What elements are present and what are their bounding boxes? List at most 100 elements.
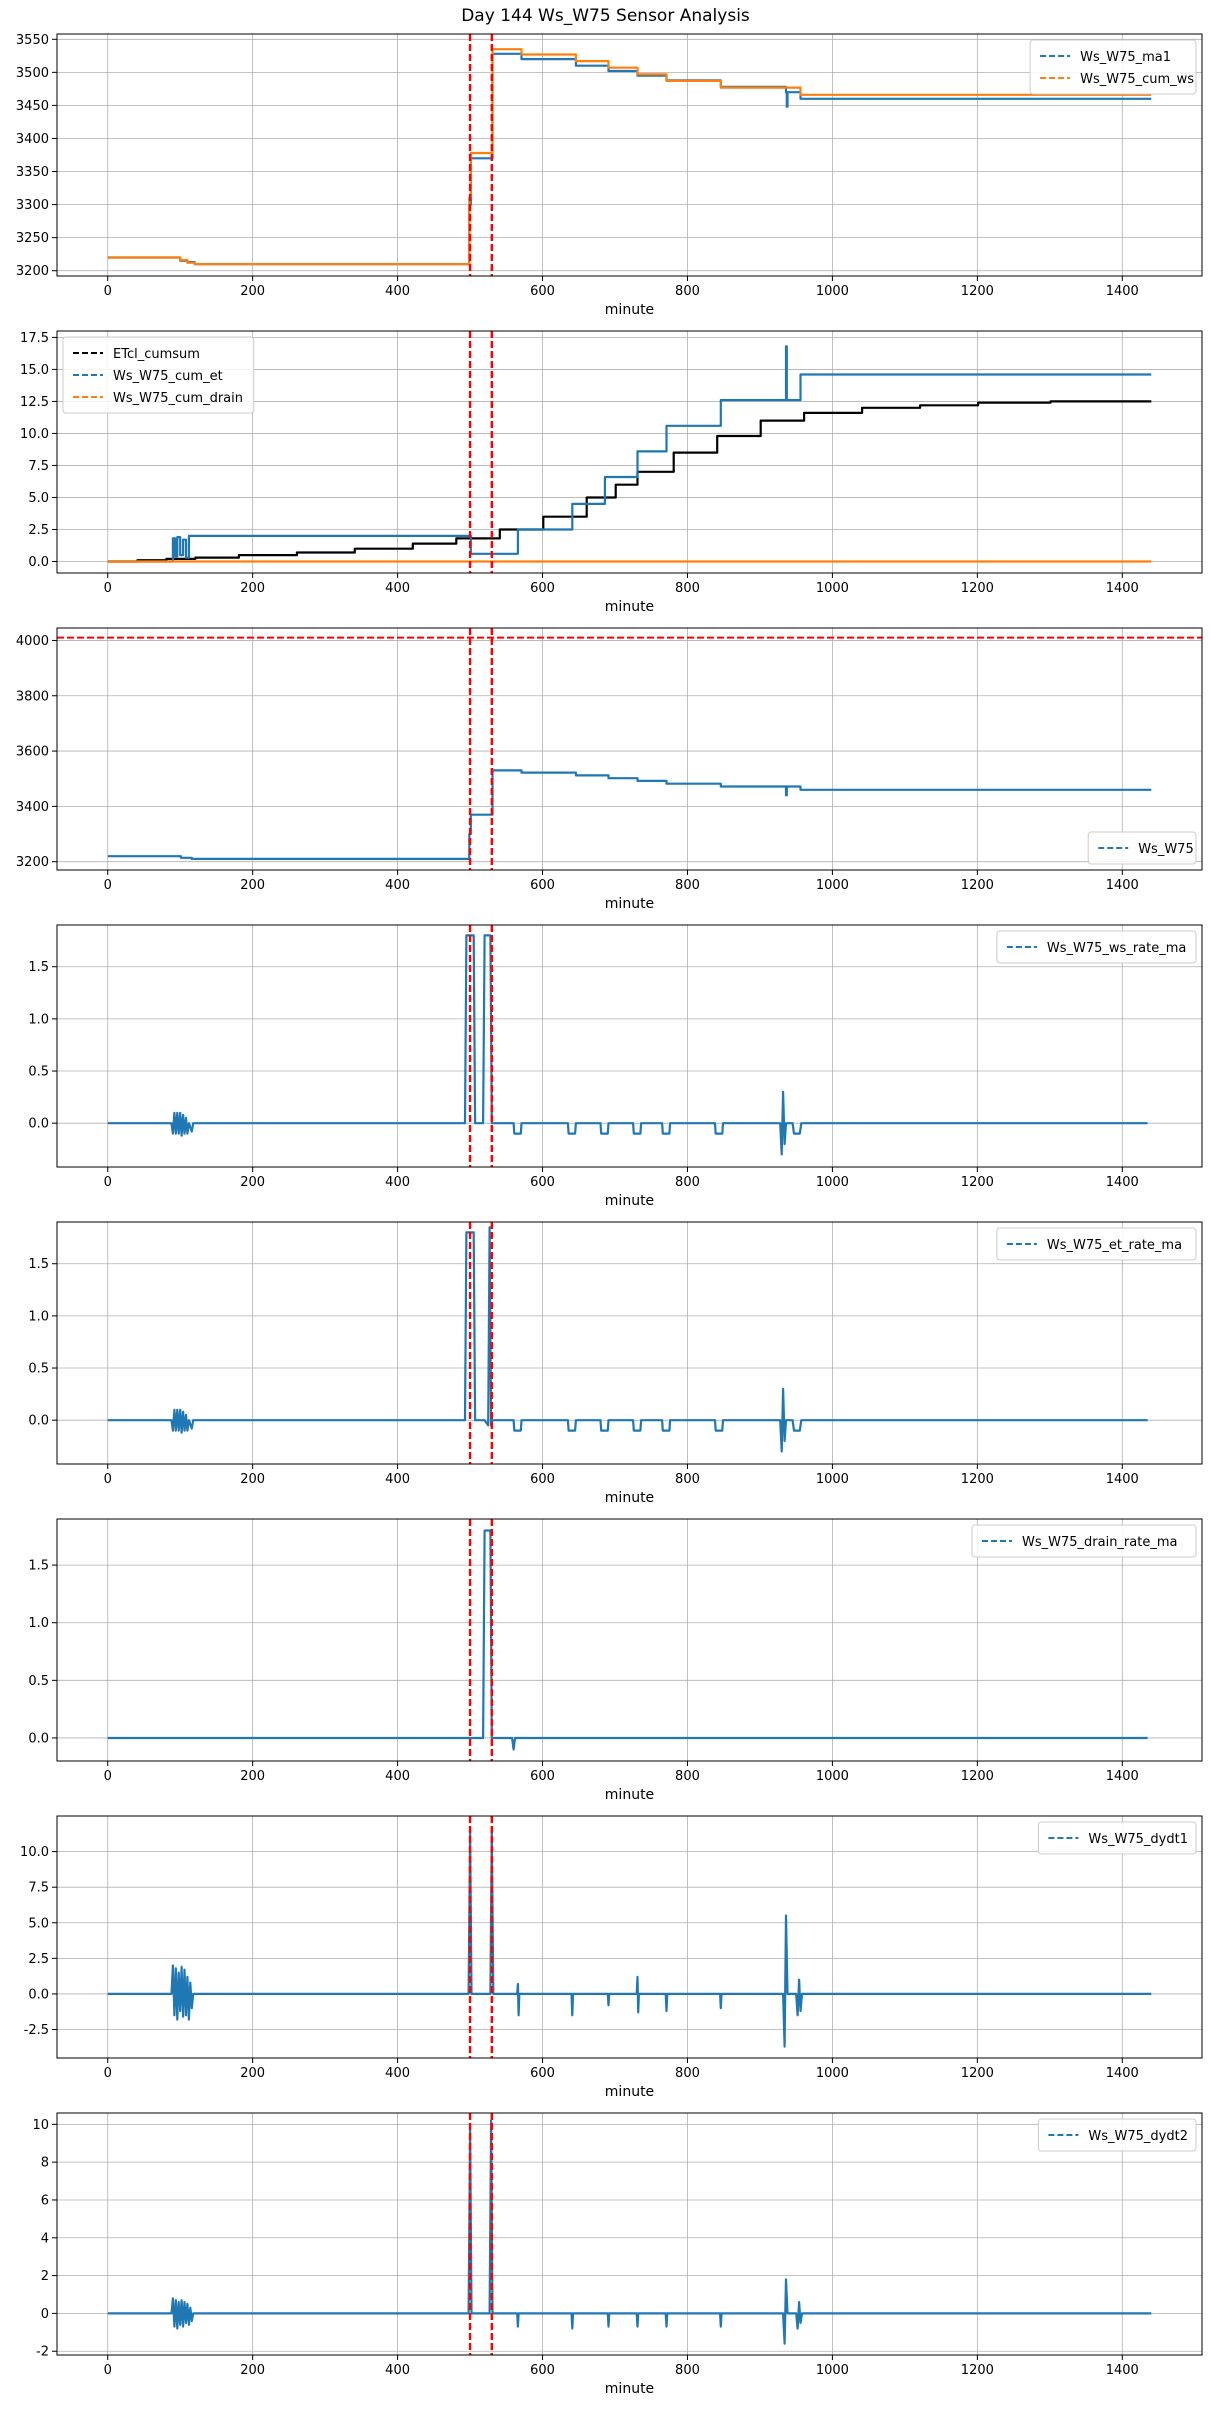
x-tick-label: 600 — [530, 1769, 555, 1784]
plot-area — [107, 1519, 1148, 1761]
y-tick-label: 12.5 — [20, 395, 49, 410]
x-tick-label: 200 — [240, 1472, 265, 1487]
legend-label: Ws_W75_drain_rate_ma — [1022, 1535, 1177, 1550]
x-tick-label: 600 — [530, 284, 555, 299]
legend-label: Ws_W75_ma1 — [1080, 50, 1171, 65]
series-line — [107, 48, 1152, 266]
x-tick-label: 0 — [104, 2363, 112, 2378]
legend-box — [996, 930, 1197, 964]
y-tick-label: 3800 — [16, 689, 49, 704]
y-tick-label: 3500 — [16, 66, 49, 81]
y-tick-label: 3600 — [16, 745, 49, 760]
legend-box — [1087, 831, 1197, 865]
y-tick-label: 3450 — [16, 99, 49, 114]
axes-frame — [56, 2112, 1203, 2356]
x-tick-label: 800 — [675, 878, 700, 893]
y-tick-label: 1.0 — [28, 1309, 49, 1324]
legend-box — [971, 1524, 1197, 1558]
y-tick-label: -2 — [36, 2345, 49, 2360]
y-tick-label: 0.5 — [28, 1674, 49, 1689]
y-tick-label: 3400 — [16, 132, 49, 147]
y-tick-label: 4000 — [16, 634, 49, 649]
y-tick-label: 0.0 — [28, 1987, 49, 2002]
series-line — [107, 934, 1148, 1156]
legend: Ws_W75_ws_rate_ma — [996, 930, 1197, 964]
x-tick-label: 400 — [385, 878, 410, 893]
series-line — [107, 1226, 1148, 1453]
y-tick-label: 0.0 — [28, 1117, 49, 1132]
axes-frame — [56, 330, 1203, 574]
x-tick-label: 400 — [385, 2363, 410, 2378]
axes-frame — [56, 1221, 1203, 1465]
x-tick-label: 600 — [530, 878, 555, 893]
x-tick-label: 600 — [530, 1175, 555, 1190]
y-tick-label: 0.0 — [28, 555, 49, 570]
axes-frame — [56, 33, 1203, 277]
y-tick-label: 1.5 — [28, 1257, 49, 1272]
x-tick-label: 1400 — [1106, 581, 1139, 596]
x-tick-label: 800 — [675, 1175, 700, 1190]
plot-area — [107, 331, 1152, 573]
x-tick-label: 1000 — [816, 878, 849, 893]
x-tick-label: 600 — [530, 2363, 555, 2378]
x-tick-label: 800 — [675, 2066, 700, 2081]
x-tick-label: 1200 — [961, 1175, 994, 1190]
legend: Ws_W75_et_rate_ma — [996, 1227, 1197, 1261]
axes-frame — [56, 1815, 1203, 2059]
y-tick-label: 3200 — [16, 855, 49, 870]
series-line — [107, 1829, 1152, 2048]
y-tick-label: 3250 — [16, 231, 49, 246]
y-tick-label: 17.5 — [20, 331, 49, 346]
series-line — [107, 400, 1152, 563]
axes-frame — [56, 627, 1203, 871]
x-tick-label: 200 — [240, 581, 265, 596]
y-tick-label: 5.0 — [28, 491, 49, 506]
y-tick-label: 0.5 — [28, 1065, 49, 1080]
x-tick-label: 1200 — [961, 1472, 994, 1487]
plot-area — [107, 925, 1148, 1167]
y-tick-label: 0.5 — [28, 1362, 49, 1377]
axes-frame — [56, 924, 1203, 1168]
x-tick-label: 0 — [104, 878, 112, 893]
x-tick-label: 200 — [240, 2363, 265, 2378]
x-tick-label: 800 — [675, 1472, 700, 1487]
x-tick-label: 200 — [240, 284, 265, 299]
plot-area — [57, 628, 1202, 870]
chart-panel-1: 0 200 400 600 800 1000 1200 1400 3200 3250 3300 335… — [16, 33, 1203, 318]
x-tick-label: 600 — [530, 2066, 555, 2081]
plot-area — [107, 34, 1152, 276]
x-tick-label: 0 — [104, 581, 112, 596]
y-tick-label: 3350 — [16, 165, 49, 180]
y-tick-label: 5.0 — [28, 1916, 49, 1931]
x-axis-label: minute — [605, 896, 654, 912]
x-tick-label: 1400 — [1106, 1472, 1139, 1487]
x-tick-label: 1000 — [816, 2066, 849, 2081]
y-tick-label: 4 — [41, 2231, 49, 2246]
y-tick-label: 2 — [41, 2269, 49, 2284]
x-tick-label: 200 — [240, 1175, 265, 1190]
y-tick-label: 7.5 — [28, 459, 49, 474]
legend-label: Ws_W75_dydt2 — [1088, 2129, 1188, 2144]
legend-label: Ws_W75_cum_ws — [1080, 72, 1194, 87]
chart-panel-3: 0 200 400 600 800 1000 1200 1400 3200 3400 3600 380… — [16, 627, 1203, 912]
x-tick-label: 0 — [104, 2066, 112, 2081]
legend-label: Ws_W75_dydt1 — [1088, 1832, 1188, 1847]
x-tick-label: 600 — [530, 1472, 555, 1487]
y-tick-label: 6 — [41, 2193, 49, 2208]
legend-label: Ws_W75_cum_et — [113, 369, 223, 384]
legend-box — [62, 336, 255, 414]
legend: ETcl_cumsum Ws_W75_cum_et Ws_W75_cum_drain — [62, 336, 255, 414]
axes-frame — [56, 1518, 1203, 1762]
x-tick-label: 1000 — [816, 2363, 849, 2378]
legend-box — [1037, 2118, 1197, 2152]
y-tick-label: 1.5 — [28, 960, 49, 975]
series-line — [107, 2119, 1152, 2345]
x-axis-label: minute — [605, 1193, 654, 1209]
x-tick-label: 0 — [104, 1472, 112, 1487]
y-tick-label: 7.5 — [28, 1881, 49, 1896]
x-tick-label: 1400 — [1106, 878, 1139, 893]
y-tick-label: 3200 — [16, 264, 49, 279]
x-tick-label: 400 — [385, 284, 410, 299]
y-tick-label: 0.0 — [28, 1731, 49, 1746]
